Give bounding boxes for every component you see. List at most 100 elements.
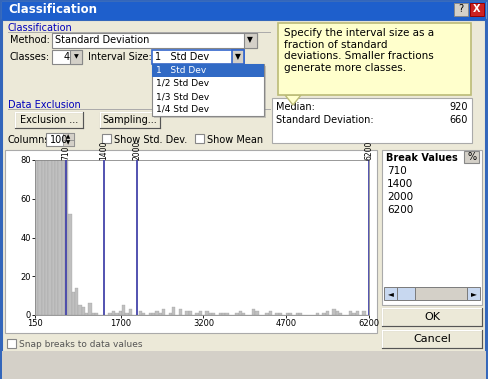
- Bar: [5, 150, 377, 333]
- Bar: [325, 311, 329, 315]
- Bar: [63, 140, 74, 146]
- Bar: [119, 311, 122, 315]
- Text: Sampling...: Sampling...: [102, 115, 157, 125]
- Bar: [189, 311, 192, 315]
- Text: Snap breaks to data values: Snap breaks to data values: [19, 340, 142, 349]
- Bar: [112, 311, 115, 315]
- Bar: [212, 313, 215, 315]
- Text: Cancel: Cancel: [413, 334, 451, 344]
- Text: Show Std. Dev.: Show Std. Dev.: [114, 135, 187, 145]
- Bar: [2, 2, 486, 20]
- Bar: [332, 309, 336, 315]
- Text: 1   Std Dev: 1 Std Dev: [155, 52, 209, 62]
- Bar: [272, 98, 472, 143]
- Text: Classification: Classification: [8, 23, 73, 33]
- Bar: [115, 313, 119, 315]
- Bar: [122, 305, 125, 315]
- Text: 1/3 Std Dev: 1/3 Std Dev: [156, 92, 209, 101]
- Bar: [15, 112, 83, 128]
- Text: Break Values: Break Values: [386, 153, 458, 163]
- Text: Exclusion ...: Exclusion ...: [20, 115, 78, 125]
- Text: 710: 710: [387, 166, 407, 176]
- Bar: [39, 0, 41, 315]
- Text: 1   Std Dev: 1 Std Dev: [156, 66, 206, 75]
- Bar: [322, 313, 325, 315]
- Bar: [195, 313, 199, 315]
- Text: Standard Deviation: Standard Deviation: [55, 35, 149, 45]
- Text: X: X: [473, 4, 481, 14]
- Bar: [159, 313, 162, 315]
- Bar: [252, 309, 255, 315]
- Bar: [152, 50, 244, 64]
- Bar: [108, 313, 112, 315]
- Text: Data Exclusion: Data Exclusion: [8, 100, 81, 110]
- Bar: [239, 311, 242, 315]
- Bar: [336, 311, 339, 315]
- Bar: [92, 313, 95, 315]
- Bar: [168, 313, 172, 315]
- Bar: [316, 313, 319, 315]
- Bar: [61, 0, 65, 315]
- Bar: [278, 23, 471, 95]
- Bar: [162, 309, 165, 315]
- Bar: [296, 313, 299, 315]
- Text: 1/4 Std Dev: 1/4 Std Dev: [156, 105, 209, 114]
- Bar: [185, 311, 189, 315]
- Bar: [352, 313, 356, 315]
- Bar: [79, 305, 82, 315]
- Bar: [45, 0, 48, 315]
- Bar: [199, 311, 202, 315]
- Bar: [155, 311, 159, 315]
- Bar: [235, 313, 239, 315]
- Text: ▼: ▼: [66, 141, 71, 146]
- Bar: [46, 133, 74, 146]
- Text: 660: 660: [449, 115, 468, 125]
- Bar: [356, 311, 359, 315]
- Bar: [85, 313, 88, 315]
- Bar: [205, 311, 209, 315]
- Bar: [279, 313, 282, 315]
- Bar: [59, 0, 61, 315]
- Text: 2000: 2000: [133, 141, 142, 160]
- Bar: [52, 0, 55, 315]
- Bar: [265, 313, 269, 315]
- Bar: [82, 307, 85, 315]
- Bar: [125, 313, 128, 315]
- Bar: [7, 339, 16, 348]
- Bar: [470, 3, 484, 16]
- Bar: [232, 50, 244, 64]
- Bar: [285, 313, 289, 315]
- Bar: [362, 311, 366, 315]
- Bar: [68, 214, 72, 315]
- Bar: [88, 303, 92, 315]
- Bar: [276, 313, 279, 315]
- Bar: [222, 313, 225, 315]
- Bar: [382, 308, 482, 326]
- Bar: [102, 134, 111, 143]
- Bar: [382, 330, 482, 348]
- Bar: [139, 311, 142, 315]
- Text: 1/2 Std Dev: 1/2 Std Dev: [156, 79, 209, 88]
- Bar: [152, 64, 264, 116]
- Bar: [464, 151, 479, 163]
- Bar: [48, 0, 52, 315]
- Text: 2000: 2000: [387, 192, 413, 202]
- Text: Median:: Median:: [276, 102, 315, 112]
- Bar: [35, 0, 39, 315]
- Bar: [349, 311, 352, 315]
- Bar: [219, 313, 222, 315]
- Bar: [244, 33, 257, 48]
- Bar: [172, 307, 175, 315]
- Text: ▲: ▲: [66, 134, 71, 139]
- Bar: [397, 287, 467, 300]
- Bar: [209, 313, 212, 315]
- Bar: [269, 311, 272, 315]
- Text: OK: OK: [424, 312, 440, 322]
- Text: 710: 710: [61, 146, 70, 160]
- Bar: [128, 309, 132, 315]
- Text: %: %: [468, 152, 477, 162]
- Bar: [382, 150, 482, 305]
- Text: ▼: ▼: [74, 55, 79, 60]
- Bar: [63, 133, 74, 140]
- Text: 6200: 6200: [365, 141, 373, 160]
